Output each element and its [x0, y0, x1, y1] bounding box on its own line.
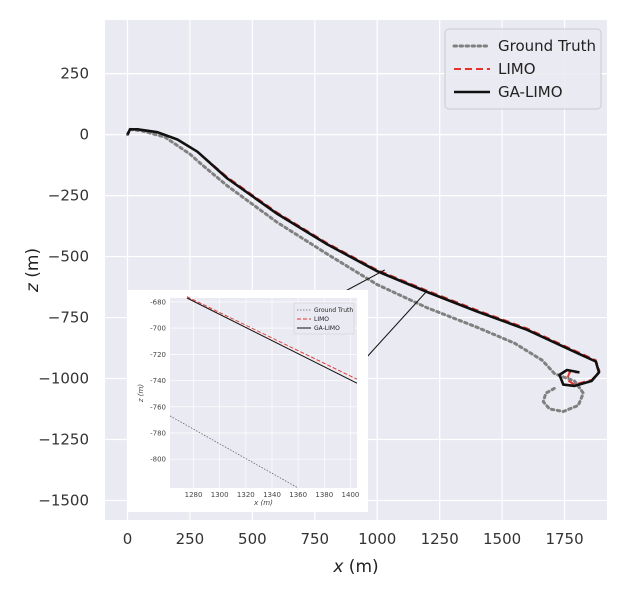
inset-legend-label: GA-LIMO — [314, 325, 340, 332]
y-tick-label: 250 — [60, 65, 89, 83]
y-tick-label: −1000 — [38, 370, 89, 388]
inset-x-tick-label: 1340 — [263, 491, 281, 499]
inset-x-tick-label: 1320 — [237, 491, 255, 499]
legend-label: Ground Truth — [498, 37, 596, 55]
y-tick-label: −250 — [48, 187, 89, 205]
inset-y-axis-label: z (m) — [137, 384, 145, 403]
inset-y-tick-label: -740 — [150, 377, 166, 385]
zoom-inset: 1280 1300 1320 1340 1360 1380 1400 -680 -700 -720… — [128, 269, 428, 512]
x-tick-label: 250 — [176, 530, 205, 548]
x-tick-label: 1500 — [483, 530, 521, 548]
y-tick-label: 0 — [79, 126, 89, 144]
inset-x-tick-label: 1360 — [289, 491, 307, 499]
inset-series-line — [186, 297, 358, 384]
y-tick-label: −1250 — [38, 431, 89, 449]
inset-series-line — [169, 415, 299, 489]
x-tick-label: 750 — [300, 530, 329, 548]
y-tick-label: −750 — [48, 309, 89, 327]
inset-x-tick-label: 1280 — [185, 491, 203, 499]
y-axis-label: z (m) — [23, 248, 43, 293]
x-tick-label: 1000 — [358, 530, 396, 548]
inset-legend-label: Ground Truth — [314, 307, 353, 314]
x-tick-label: 1250 — [421, 530, 459, 548]
inset-y-tick-label: -720 — [150, 351, 166, 359]
x-axis-ticks: 0 250 500 750 1000 1250 1500 1750 — [123, 530, 584, 548]
y-tick-label: −500 — [48, 248, 89, 266]
inset-series-line — [186, 296, 358, 380]
legend-label: LIMO — [498, 60, 536, 78]
inset-x-axis-label: x (m) — [253, 499, 273, 507]
inset-x-tick-label: 1380 — [315, 491, 333, 499]
inset-y-tick-label: -760 — [150, 403, 166, 411]
series-line-ground-truth — [126, 127, 585, 413]
y-tick-label: −1500 — [38, 491, 89, 509]
legend-label: GA-LIMO — [498, 83, 563, 101]
x-tick-label: 1750 — [545, 530, 583, 548]
x-axis-label: x (m) — [332, 557, 378, 577]
x-tick-label: 500 — [238, 530, 267, 548]
inset-y-tick-label: -700 — [150, 325, 166, 333]
legend: Ground Truth LIMO GA-LIMO — [444, 28, 602, 110]
legend-box — [444, 28, 602, 110]
series-line-ga-limo — [126, 128, 601, 388]
inset-connector — [365, 290, 428, 359]
inset-y-tick-label: -680 — [150, 298, 166, 306]
inset-y-tick-label: -800 — [150, 456, 166, 464]
y-axis-ticks: 250 0 −250 −500 −750 −1000 −1250 −1500 — [38, 65, 89, 510]
inset-x-tick-label: 1400 — [342, 491, 360, 499]
inset-legend-box — [293, 302, 355, 335]
x-tick-label: 0 — [123, 530, 133, 548]
inset-legend-label: LIMO — [314, 316, 329, 323]
inset-x-tick-label: 1300 — [211, 491, 229, 499]
series-layer — [126, 127, 601, 413]
inset-y-tick-label: -780 — [150, 429, 166, 437]
